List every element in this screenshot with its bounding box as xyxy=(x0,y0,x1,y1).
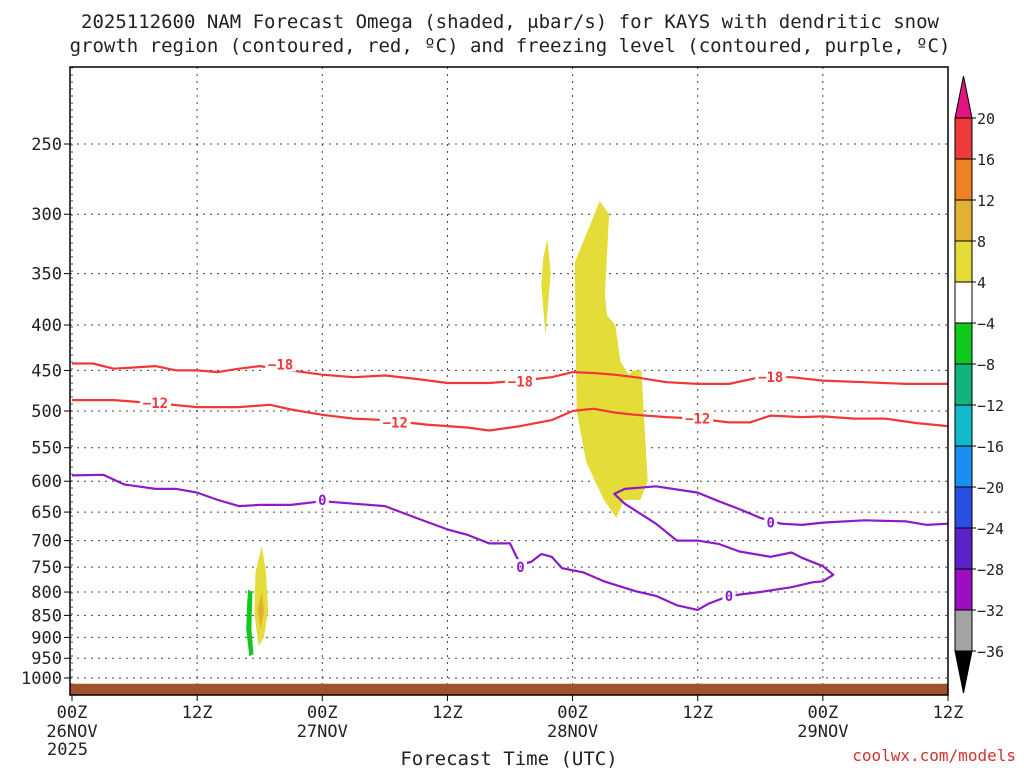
colorbar-bin-12 xyxy=(954,609,973,652)
contour-label-2-0: 0 xyxy=(318,493,326,509)
colorbar-label-12: −32 xyxy=(977,602,1004,620)
y-tick-label-850: 850 xyxy=(31,606,62,626)
x-tick-time-5: 12Z xyxy=(682,703,713,723)
omega-4-8-region-main xyxy=(574,201,648,518)
colorbar-label-4: 4 xyxy=(977,274,986,292)
x-tick-time-2: 00Z xyxy=(307,703,338,723)
contour-label-1-1: −12 xyxy=(383,415,408,431)
colorbar-label-9: −20 xyxy=(977,479,1004,497)
contour-label-bg-1-2 xyxy=(682,410,714,426)
colorbar-bin-2 xyxy=(954,199,973,242)
dendritic-growth-contour-1 xyxy=(72,399,949,432)
x-axis-label: Forecast Time (UTC) xyxy=(400,748,617,768)
x-tick-time-1: 12Z xyxy=(182,703,213,723)
colorbar-label-6: −8 xyxy=(977,356,995,374)
credit-text: coolwx.com/models xyxy=(852,746,1016,765)
x-tick-time-0: 00Z xyxy=(57,703,88,723)
y-tick-label-1000: 1000 xyxy=(21,669,62,689)
colorbar-bin-8 xyxy=(954,445,973,488)
colorbar-label-8: −16 xyxy=(977,438,1004,456)
colorbar-top-cap xyxy=(954,75,973,119)
colorbar-label-13: −36 xyxy=(977,643,1004,661)
contour-label-bg-0-0 xyxy=(265,356,297,372)
colorbar-bin-4 xyxy=(954,281,973,324)
contour-label-bg-0-1 xyxy=(504,373,536,389)
chart-title-line1: 2025112600 NAM Forecast Omega (shaded, μ… xyxy=(81,11,939,33)
colorbar-label-10: −24 xyxy=(977,520,1004,538)
colorbar-label-1: 16 xyxy=(977,151,995,169)
y-tick-label-300: 300 xyxy=(31,205,62,225)
y-tick-label-950: 950 xyxy=(31,649,62,669)
colorbar-label-2: 12 xyxy=(977,192,995,210)
contour-label-2-2: 0 xyxy=(725,589,733,605)
contour-label-2-3: 0 xyxy=(766,516,774,532)
plot-area: −18 −18 −18 −12 −12 −12 0 0 0 0 xyxy=(69,66,949,696)
contour-label-bg-2-0 xyxy=(315,492,329,508)
y-tick-label-450: 450 xyxy=(31,361,62,381)
omega-neg4-neg8-region xyxy=(246,589,254,657)
y-tick-label-700: 700 xyxy=(31,532,62,552)
plot-frame xyxy=(69,66,949,696)
x-tick-time-7: 12Z xyxy=(933,703,964,723)
contour-lines: −18 −18 −18 −12 −12 −12 0 0 0 0 xyxy=(71,356,949,612)
colorbar-bin-10 xyxy=(954,527,973,570)
omega-shading xyxy=(246,201,648,657)
year-label: 2025 xyxy=(47,740,88,760)
colorbar-bin-11 xyxy=(954,568,973,611)
colorbar-bin-6 xyxy=(954,363,973,406)
colorbar-label-7: −12 xyxy=(977,397,1004,415)
x-tick-date-6: 29NOV xyxy=(797,722,848,742)
omega-8-12-core-low xyxy=(257,592,264,629)
colorbar-bin-7 xyxy=(954,404,973,447)
colorbar-label-3: 8 xyxy=(977,233,986,251)
colorbar-label-5: −4 xyxy=(977,315,995,333)
x-tick-time-3: 12Z xyxy=(432,703,463,723)
x-tick-time-4: 00Z xyxy=(557,703,588,723)
colorbar-bin-0 xyxy=(954,117,973,160)
contour-label-0-2: −18 xyxy=(758,370,783,386)
contour-label-bg-1-0 xyxy=(139,395,171,411)
colorbar: 20 16 12 8 4 −4 −8 −12 −16 −20 −24 −28 −32 −36 xyxy=(954,75,1004,694)
contour-label-2-1: 0 xyxy=(516,560,524,576)
contour-label-0-1: −18 xyxy=(508,374,533,390)
colorbar-bin-3 xyxy=(954,240,973,283)
contour-label-bg-2-3 xyxy=(764,514,778,530)
chart-title-line2: growth region (contoured, red, ºC) and f… xyxy=(70,35,951,57)
colorbar-bin-9 xyxy=(954,486,973,529)
omega-4-8-region-upper xyxy=(541,239,551,335)
colorbar-bottom-cap xyxy=(954,650,973,694)
y-tick-label-400: 400 xyxy=(31,316,62,336)
x-tick-date-4: 28NOV xyxy=(547,722,598,742)
contour-label-bg-2-2 xyxy=(722,587,736,603)
colorbar-bin-1 xyxy=(954,158,973,201)
y-tick-label-500: 500 xyxy=(31,402,62,422)
colorbar-label-0: 20 xyxy=(977,110,995,128)
colorbar-bin-5 xyxy=(954,322,973,365)
y-tick-label-600: 600 xyxy=(31,472,62,492)
contour-label-bg-0-2 xyxy=(755,369,787,385)
x-tick-date-2: 27NOV xyxy=(297,722,348,742)
y-tick-label-750: 750 xyxy=(31,558,62,578)
y-tick-label-250: 250 xyxy=(31,135,62,155)
y-tick-label-800: 800 xyxy=(31,583,62,603)
contour-label-1-2: −12 xyxy=(685,412,710,428)
x-tick-date-0: 26NOV xyxy=(46,722,97,742)
y-tick-label-650: 650 xyxy=(31,503,62,523)
x-tick-time-6: 00Z xyxy=(807,703,838,723)
y-tick-label-350: 350 xyxy=(31,265,62,285)
contour-label-0-0: −18 xyxy=(268,357,293,373)
ground-surface xyxy=(70,683,948,695)
contour-label-bg-2-1 xyxy=(513,559,527,575)
contour-label-bg-1-1 xyxy=(379,414,411,430)
colorbar-label-11: −28 xyxy=(977,561,1004,579)
y-tick-label-550: 550 xyxy=(31,439,62,459)
y-axis-ticks: 2503003504004505005506006507007508008509… xyxy=(21,135,70,689)
y-tick-label-900: 900 xyxy=(31,628,62,648)
contour-label-1-0: −12 xyxy=(143,396,168,412)
